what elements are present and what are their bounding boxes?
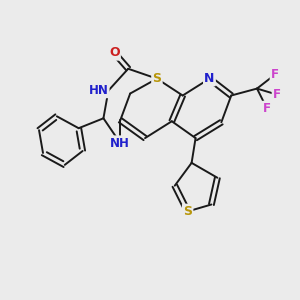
Text: N: N <box>204 72 214 85</box>
Text: HN: HN <box>88 84 108 97</box>
Text: F: F <box>263 102 271 115</box>
Text: F: F <box>271 68 279 81</box>
Text: NH: NH <box>110 136 130 150</box>
Text: F: F <box>273 88 281 101</box>
Text: S: S <box>152 72 161 85</box>
Text: O: O <box>109 46 120 59</box>
Text: S: S <box>183 205 192 218</box>
